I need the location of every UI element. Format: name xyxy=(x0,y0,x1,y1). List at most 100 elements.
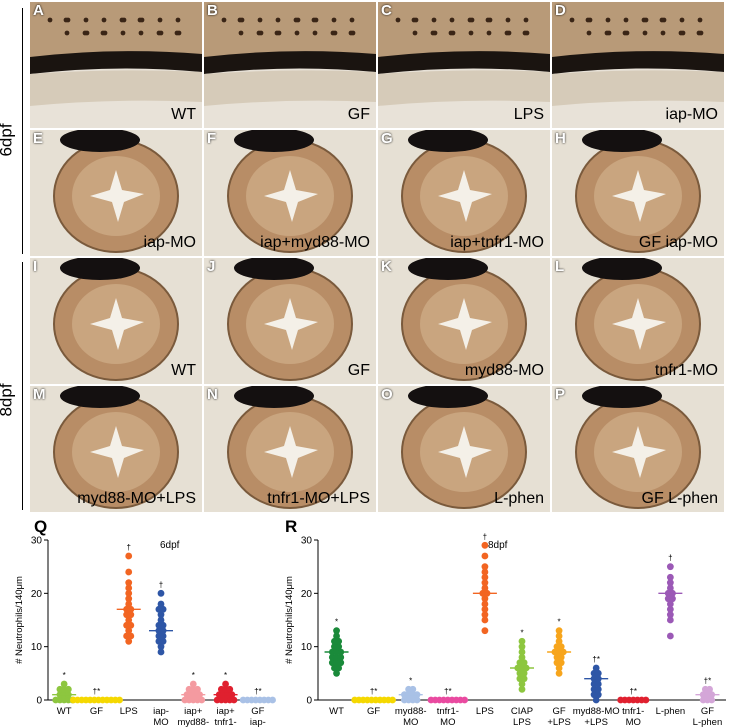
data-point xyxy=(481,568,489,576)
panel-caption: WT xyxy=(171,106,196,123)
panel-label-R: R xyxy=(285,517,298,536)
data-point xyxy=(230,696,238,704)
data-point xyxy=(157,600,165,608)
data-point xyxy=(335,637,343,645)
significance-marker: †* xyxy=(629,687,637,696)
y-tick-label: 0 xyxy=(306,696,312,707)
panel-letter: F xyxy=(207,130,217,147)
data-point xyxy=(481,584,489,592)
data-point xyxy=(706,685,713,693)
chart-title: 8dpf xyxy=(488,540,508,551)
data-point xyxy=(116,696,123,704)
data-point xyxy=(157,589,165,597)
category-label: myd88-MO +LPS xyxy=(573,706,620,728)
data-point xyxy=(481,600,489,608)
micrograph-panel-H: H GF iap-MO xyxy=(552,130,724,256)
micrograph-panel-I: I WT xyxy=(30,258,202,384)
data-point xyxy=(125,552,133,560)
y-tick-label: 30 xyxy=(301,536,313,547)
category-label: LPS xyxy=(476,706,494,717)
panel-caption: iap+tnfr1-MO xyxy=(450,234,544,251)
data-point xyxy=(157,611,165,619)
data-point xyxy=(518,680,526,688)
panel-letter: E xyxy=(33,130,44,147)
data-point xyxy=(60,680,68,688)
category-label: WT xyxy=(57,706,72,717)
data-point xyxy=(226,685,234,693)
data-point xyxy=(125,579,133,587)
significance-marker: * xyxy=(335,618,338,627)
data-point xyxy=(520,669,528,677)
data-point xyxy=(335,664,343,672)
data-point xyxy=(481,541,489,549)
significance-marker: †* xyxy=(254,687,262,696)
data-point xyxy=(708,696,716,704)
significance-marker: †* xyxy=(93,687,101,696)
data-point xyxy=(520,659,528,667)
data-point xyxy=(555,637,563,645)
data-point xyxy=(125,637,133,645)
significance-marker: †* xyxy=(370,687,378,696)
data-point xyxy=(222,680,229,688)
data-point xyxy=(481,573,489,581)
data-point xyxy=(666,616,674,624)
data-point xyxy=(518,685,526,693)
panel-letter: D xyxy=(555,2,566,19)
significance-marker: * xyxy=(192,671,195,680)
data-point xyxy=(481,611,489,619)
panel-letter: B xyxy=(207,2,218,19)
data-point xyxy=(642,696,650,704)
data-point xyxy=(333,632,340,640)
data-point xyxy=(198,696,206,704)
data-point xyxy=(157,616,165,624)
panel-letter: M xyxy=(33,386,46,403)
data-point xyxy=(125,589,133,597)
data-point xyxy=(592,696,600,704)
category-label: GF xyxy=(367,706,380,717)
significance-marker: † xyxy=(483,532,487,541)
y-axis-label: # Neutrophils/140μm xyxy=(14,576,25,664)
panel-letter: J xyxy=(207,258,216,275)
category-label: iap-MO xyxy=(153,706,169,728)
panel-letter: P xyxy=(555,386,566,403)
micrograph-panel-C: C LPS xyxy=(378,2,550,128)
panel-caption: GF L-phen xyxy=(641,490,718,507)
data-point xyxy=(159,632,167,640)
y-tick-label: 10 xyxy=(301,642,313,653)
data-point xyxy=(481,605,489,613)
data-point xyxy=(557,643,565,651)
data-point xyxy=(518,637,526,645)
panel-letter: K xyxy=(381,258,392,275)
data-point xyxy=(125,595,133,603)
category-label: CIAP LPS xyxy=(511,706,533,728)
data-point xyxy=(157,643,165,651)
data-point xyxy=(269,696,276,704)
panel-caption: WT xyxy=(171,362,196,379)
panel-letter: A xyxy=(33,2,44,19)
data-point xyxy=(555,627,563,635)
data-point xyxy=(125,584,133,592)
panel-label-Q: Q xyxy=(34,517,48,536)
data-point xyxy=(125,568,133,576)
stage-label-8dpf: 8dpf xyxy=(0,383,16,417)
category-label: iap+tnfr1-MO xyxy=(214,706,236,728)
chart-title: 6dpf xyxy=(160,540,180,551)
category-label: iap+myd88-MO xyxy=(177,706,209,728)
panel-letter: C xyxy=(381,2,392,19)
significance-marker: †* xyxy=(704,676,712,685)
data-point xyxy=(481,552,489,560)
data-point xyxy=(127,611,135,619)
data-point xyxy=(127,621,135,629)
panel-caption: LPS xyxy=(513,106,544,123)
significance-marker: * xyxy=(63,671,66,680)
panel-caption: L-phen xyxy=(494,490,544,507)
